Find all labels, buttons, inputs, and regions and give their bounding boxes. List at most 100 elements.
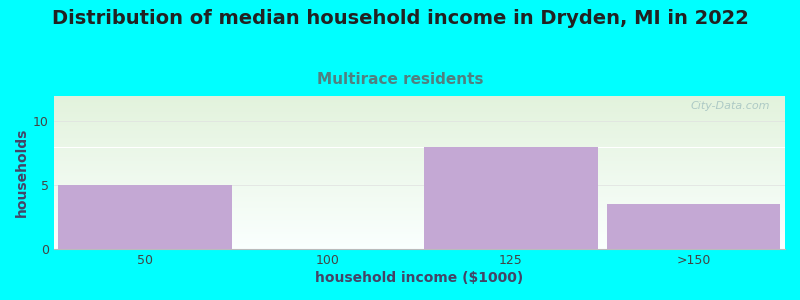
Bar xyxy=(54,134,785,135)
Bar xyxy=(54,123,785,124)
Bar xyxy=(54,152,785,153)
Bar xyxy=(54,175,785,176)
Bar xyxy=(54,116,785,117)
Bar xyxy=(54,127,785,128)
Bar xyxy=(54,125,785,126)
Bar xyxy=(54,97,785,98)
Bar xyxy=(54,219,785,220)
Bar xyxy=(54,215,785,216)
Bar xyxy=(54,150,785,151)
Bar xyxy=(54,199,785,200)
Bar xyxy=(54,235,785,236)
Bar xyxy=(54,148,785,149)
Bar xyxy=(54,151,785,152)
Bar xyxy=(54,177,785,178)
Bar xyxy=(54,156,785,157)
Bar xyxy=(54,104,785,105)
Bar xyxy=(54,147,785,148)
Bar xyxy=(54,100,785,101)
Bar xyxy=(54,249,785,250)
Bar xyxy=(54,204,785,205)
Bar xyxy=(54,138,785,139)
Bar xyxy=(54,169,785,170)
Bar xyxy=(54,208,785,209)
Bar xyxy=(54,202,785,203)
Bar xyxy=(54,111,785,112)
Bar xyxy=(54,217,785,218)
Bar xyxy=(54,227,785,228)
Bar xyxy=(54,238,785,239)
Bar xyxy=(54,149,785,150)
Bar xyxy=(54,141,785,142)
Bar xyxy=(54,120,785,121)
Bar xyxy=(54,223,785,224)
Bar xyxy=(54,201,785,202)
Bar xyxy=(54,216,785,217)
Bar xyxy=(54,243,785,244)
Bar xyxy=(424,147,598,249)
Bar xyxy=(54,136,785,137)
Bar xyxy=(54,99,785,100)
Bar xyxy=(54,171,785,172)
Bar xyxy=(54,103,785,104)
Bar xyxy=(54,164,785,165)
Bar xyxy=(54,174,785,175)
Bar xyxy=(54,178,785,179)
Bar xyxy=(54,101,785,102)
Bar xyxy=(54,108,785,109)
Bar xyxy=(54,162,785,163)
Bar xyxy=(54,203,785,204)
Bar xyxy=(54,98,785,99)
Bar xyxy=(54,233,785,234)
Bar xyxy=(54,166,785,167)
Bar xyxy=(54,210,785,211)
Bar xyxy=(54,155,785,156)
Bar xyxy=(54,165,785,166)
Bar xyxy=(54,153,785,154)
Bar xyxy=(606,204,781,249)
Bar xyxy=(54,157,785,158)
Bar xyxy=(54,194,785,195)
Bar xyxy=(54,225,785,226)
Bar xyxy=(54,114,785,115)
Bar xyxy=(54,172,785,173)
Bar xyxy=(54,176,785,177)
Bar xyxy=(54,105,785,106)
Bar xyxy=(54,236,785,237)
Bar xyxy=(54,211,785,212)
Bar xyxy=(54,214,785,215)
Bar xyxy=(54,117,785,118)
Bar xyxy=(54,197,785,198)
Bar xyxy=(54,163,785,164)
Bar xyxy=(54,209,785,210)
Bar xyxy=(54,212,785,213)
Bar xyxy=(54,192,785,193)
Bar xyxy=(54,135,785,136)
Bar xyxy=(54,144,785,145)
Bar xyxy=(54,122,785,123)
Bar xyxy=(54,187,785,188)
Bar xyxy=(54,145,785,146)
Bar xyxy=(54,128,785,129)
Bar xyxy=(54,115,785,116)
Bar xyxy=(58,185,232,249)
Bar xyxy=(54,229,785,230)
Bar xyxy=(54,119,785,120)
Bar xyxy=(54,159,785,160)
Bar xyxy=(54,124,785,125)
Bar xyxy=(54,224,785,225)
Bar xyxy=(54,246,785,247)
Bar xyxy=(54,222,785,223)
Bar xyxy=(54,195,785,196)
Bar xyxy=(54,206,785,207)
Bar xyxy=(54,198,785,199)
Text: Distribution of median household income in Dryden, MI in 2022: Distribution of median household income … xyxy=(51,9,749,28)
Bar xyxy=(54,234,785,235)
Bar xyxy=(54,170,785,171)
Bar xyxy=(54,240,785,241)
Bar xyxy=(54,154,785,155)
Bar xyxy=(54,180,785,181)
Bar xyxy=(54,230,785,231)
Bar xyxy=(54,247,785,248)
Bar xyxy=(54,190,785,191)
